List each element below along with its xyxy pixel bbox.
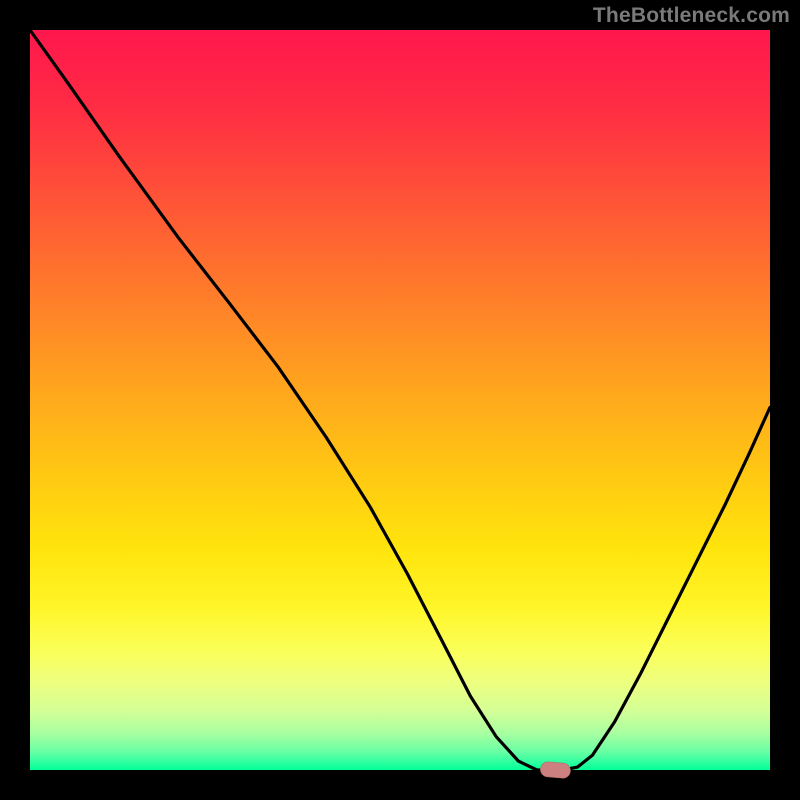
chart-container: TheBottleneck.com <box>0 0 800 800</box>
plot-background <box>30 30 770 770</box>
bottleneck-chart <box>0 0 800 800</box>
optimal-marker <box>540 761 571 779</box>
